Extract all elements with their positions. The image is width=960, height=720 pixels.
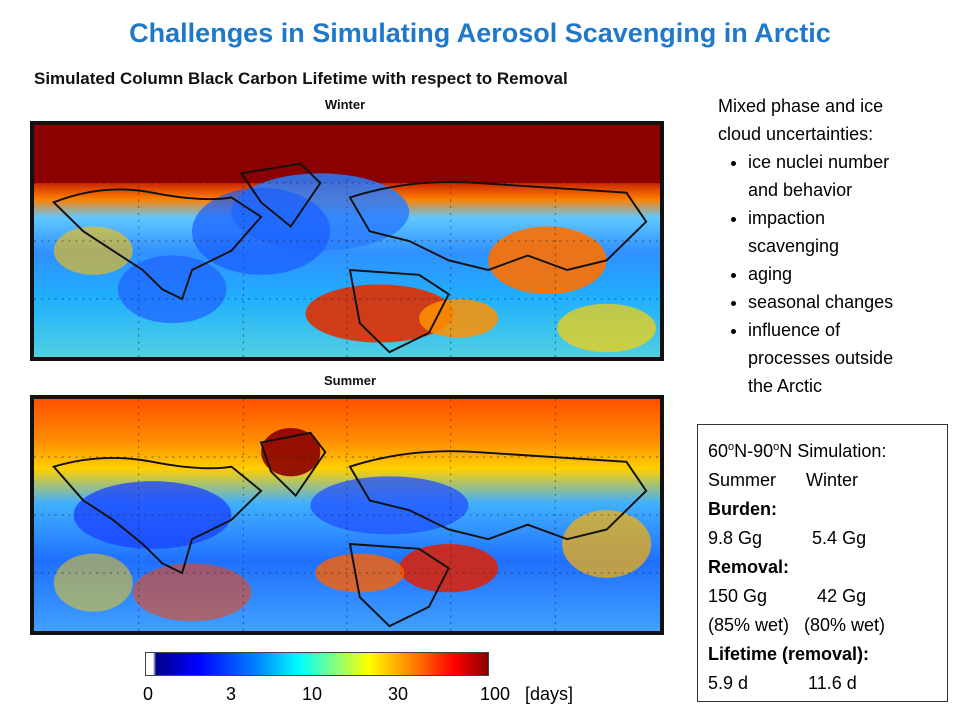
lifetime-values: 5.9 d 11.6 d xyxy=(708,673,857,693)
list-item-line: impaction xyxy=(748,208,826,228)
list-item-line: ice nuclei number xyxy=(748,152,890,172)
removal-wet-fraction: (85% wet) (80% wet) xyxy=(708,615,886,635)
summer-map-graphic xyxy=(34,399,660,631)
lifetime-label: Lifetime (removal): xyxy=(708,644,870,664)
list-item-line: seasonal changes xyxy=(748,292,894,312)
list-item-line: scavenging xyxy=(748,236,840,256)
uncertainties-heading-line1: Mixed phase and ice xyxy=(718,96,884,116)
colorbar-tick: 0 xyxy=(143,684,154,704)
slide-title: Challenges in Simulating Aerosol Scaveng… xyxy=(129,18,831,48)
stats-header-part: 60 xyxy=(708,441,729,461)
stats-header: 60oN-90oN Simulation: xyxy=(708,433,947,466)
simulation-stats-box: 60oN-90oN Simulation: Summer Winter Burd… xyxy=(697,424,948,702)
uncertainties-panel: Mixed phase and ice cloud uncertainties:… xyxy=(718,92,948,400)
removal-values: 150 Gg 42 Gg xyxy=(708,586,867,606)
colorbar-labels: 0 3 10 30 100 [days] xyxy=(0,684,960,710)
list-item: ice nuclei number and behavior xyxy=(748,148,948,204)
colorbar-unit: [days] xyxy=(525,684,574,704)
winter-map-label: Winter xyxy=(324,97,366,112)
winter-map xyxy=(30,121,664,361)
stats-columns: Summer Winter xyxy=(708,470,859,490)
list-item-line: and behavior xyxy=(748,180,853,200)
uncertainties-heading-line2: cloud uncertainties: xyxy=(718,124,874,144)
degree-sup: o xyxy=(728,441,735,453)
summer-map xyxy=(30,395,664,635)
list-item: aging xyxy=(748,260,948,288)
removal-label: Removal: xyxy=(708,557,790,577)
stats-header-part: N-90 xyxy=(734,441,774,461)
list-item: impaction scavenging xyxy=(748,204,948,260)
colorbar-tick: 30 xyxy=(388,684,409,704)
winter-map-graphic xyxy=(34,125,660,357)
list-item-line: the Arctic xyxy=(748,376,823,396)
list-item-line: aging xyxy=(748,264,793,284)
uncertainties-list: ice nuclei number and behavior impaction… xyxy=(718,148,948,400)
list-item-line: influence of xyxy=(748,320,841,340)
burden-label: Burden: xyxy=(708,499,777,519)
list-item-line: processes outside xyxy=(748,348,894,368)
colorbar-tick: 100 xyxy=(480,684,511,704)
colorbar-tick: 10 xyxy=(302,684,323,704)
degree-sup: o xyxy=(773,441,780,453)
colorbar-gradient xyxy=(146,653,488,675)
list-item: influence of processes outside the Arcti… xyxy=(748,316,948,400)
colorbar-tick: 3 xyxy=(226,684,237,704)
slide-subtitle: Simulated Column Black Carbon Lifetime w… xyxy=(34,69,568,88)
burden-values: 9.8 Gg 5.4 Gg xyxy=(708,528,867,548)
colorbar xyxy=(145,652,489,676)
summer-map-label: Summer xyxy=(323,373,377,388)
stats-header-part: N Simulation: xyxy=(779,441,887,461)
list-item: seasonal changes xyxy=(748,288,948,316)
